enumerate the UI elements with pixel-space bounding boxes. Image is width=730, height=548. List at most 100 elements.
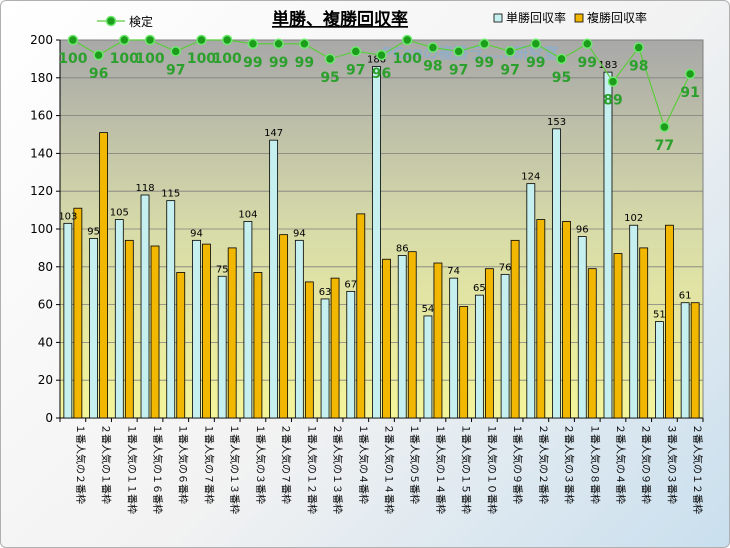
bar-tansho <box>397 255 407 419</box>
bar-tansho <box>346 290 356 419</box>
x-tick-label: １番人気の１３番枠 <box>228 424 241 514</box>
bar-fukusho <box>99 132 108 419</box>
line-point <box>221 34 233 46</box>
line-value-label: 99 <box>295 55 314 71</box>
line-point <box>170 46 181 57</box>
line-value-label: 100 <box>58 51 87 67</box>
line-point <box>144 34 156 46</box>
bar-tansho <box>294 239 304 419</box>
line-point <box>607 76 619 87</box>
x-tick-label: ２番人気の３番枠 <box>563 424 576 504</box>
bar-tansho <box>63 222 73 419</box>
bar-value-label: 186 <box>367 54 386 65</box>
bar-value-label: 124 <box>521 172 540 183</box>
line-point <box>659 121 670 133</box>
line-value-label: 98 <box>423 59 442 75</box>
x-tick-label: １番人気の５番枠 <box>408 424 421 504</box>
bar-tansho <box>474 294 484 419</box>
line-value-label: 89 <box>603 93 622 109</box>
bar-tansho <box>423 315 433 419</box>
bar-tansho <box>500 273 510 419</box>
bar-fukusho <box>587 268 597 419</box>
y-tick-label: 20 <box>38 373 53 387</box>
bar-fukusho <box>330 277 340 419</box>
bar-value-label: 183 <box>598 60 617 71</box>
y-tick-label: 80 <box>38 260 53 274</box>
legend-swatch-tansho <box>493 13 503 23</box>
bar-tansho <box>526 183 536 419</box>
bar-tansho <box>449 277 459 419</box>
bar-fukusho <box>536 219 546 419</box>
x-tick-label: １番人気の７番枠 <box>202 424 215 504</box>
line-point <box>119 34 130 46</box>
bar-fukusho <box>202 243 211 419</box>
bar-value-label: 94 <box>190 228 203 239</box>
bar-tansho <box>603 71 613 419</box>
bar-fukusho <box>227 247 237 419</box>
bar-value-label: 51 <box>653 310 666 321</box>
bar-value-label: 147 <box>264 128 283 139</box>
line-point <box>504 46 516 57</box>
x-tick-label: １番人気の１１番枠 <box>125 424 138 514</box>
bar-value-label: 63 <box>319 287 332 298</box>
line-point <box>299 38 310 50</box>
line-value-label: 97 <box>449 62 468 78</box>
legend-label-tansho: 単勝回収率 <box>506 10 566 25</box>
bar-value-label: 153 <box>547 117 566 128</box>
x-tick-label: １番人気の１４番枠 <box>434 424 447 514</box>
bar-fukusho <box>176 272 186 419</box>
x-tick-label: １番人気の２番枠 <box>74 424 87 504</box>
line-point <box>530 38 542 50</box>
line-value-label: 95 <box>320 70 339 86</box>
bar-tansho <box>243 221 253 419</box>
bar-fukusho <box>150 245 160 419</box>
x-tick-label: ２番人気の１番枠 <box>100 424 113 504</box>
x-tick-label: ３番人気の３番枠 <box>665 424 678 504</box>
bar-fukusho <box>510 239 520 419</box>
y-tick-label: 100 <box>30 222 53 236</box>
bar-fukusho <box>382 258 391 419</box>
bar-value-label: 76 <box>499 262 512 273</box>
line-point <box>582 38 593 50</box>
bar-tansho <box>140 194 150 419</box>
bar-fukusho <box>639 247 649 419</box>
line-point <box>427 42 439 53</box>
bar-tansho <box>114 219 124 419</box>
line-point <box>196 34 207 46</box>
x-tick-label: ２番人気の１３番枠 <box>331 424 344 514</box>
bar-value-label: 104 <box>238 209 257 220</box>
legend-swatch-fukusho <box>574 13 584 23</box>
x-tick-label: ２番人気の７番枠 <box>280 424 293 504</box>
bar-tansho <box>629 224 639 419</box>
bar-tansho <box>372 66 381 419</box>
x-tick-label: １番人気の６番枠 <box>177 424 190 504</box>
bar-tansho <box>166 200 176 419</box>
legend-line-marker <box>105 15 117 27</box>
line-point <box>453 46 464 57</box>
bar-tansho <box>192 239 201 419</box>
bar-value-label: 54 <box>422 304 435 315</box>
x-tick-label: １番人気の１０番枠 <box>485 424 498 514</box>
y-tick-label: 160 <box>30 109 53 123</box>
line-point <box>350 46 362 57</box>
x-tick-label: ２番人気の４番枠 <box>614 424 627 504</box>
x-tick-label: １番人気の１６番枠 <box>151 424 164 514</box>
bar-value-label: 86 <box>396 243 409 254</box>
line-value-label: 96 <box>89 66 108 82</box>
bar-value-label: 75 <box>216 264 229 275</box>
line-value-label: 99 <box>269 55 288 71</box>
bar-value-label: 105 <box>110 208 129 219</box>
line-value-label: 100 <box>393 51 422 67</box>
bar-value-label: 103 <box>58 211 77 222</box>
line-value-label: 99 <box>526 55 545 71</box>
line-point <box>324 53 336 65</box>
line-value-label: 91 <box>680 85 699 101</box>
bar-value-label: 67 <box>344 279 357 290</box>
chart-title: 単勝、複勝回収率 <box>272 9 408 30</box>
bar-tansho <box>577 236 587 419</box>
bar-tansho <box>89 238 98 419</box>
line-value-label: 96 <box>372 66 391 82</box>
bar-tansho <box>552 128 561 419</box>
x-tick-label: １番人気の１５番枠 <box>460 424 473 514</box>
x-tick-label: １番人気の３番枠 <box>254 424 267 504</box>
